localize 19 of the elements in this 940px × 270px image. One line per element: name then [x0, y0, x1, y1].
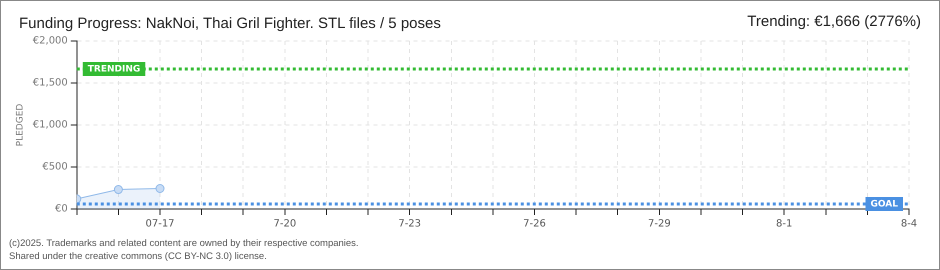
y-tick-label: €1,500	[32, 78, 68, 89]
ref-line-label: TRENDING	[88, 64, 140, 74]
text: Trending: €1,666 (2776%)	[747, 13, 921, 30]
x-tick-label: 7-20	[273, 218, 296, 230]
x-tick-label: 8-1	[776, 218, 792, 230]
chart-title: Funding Progress: NakNoi, Thai Gril Fighter. STL files / 5 poses	[19, 15, 441, 32]
x-tick-label: 7-29	[648, 218, 671, 230]
x-tick-label: 7-26	[523, 218, 546, 230]
x-tick-label: 07-17	[145, 218, 175, 230]
y-axis-title: PLEDGED	[16, 104, 26, 146]
ref-line-label: GOAL	[870, 199, 898, 210]
y-tick-label: €0	[55, 204, 68, 215]
x-tick-label: 7-23	[398, 218, 422, 230]
text: (c)2025. Trademarks and related content are owned by their respective companies.	[9, 238, 359, 249]
y-tick-label: €1,000	[32, 120, 68, 131]
text: Shared under the creative commons (CC BY-NC 3.0) license.	[9, 251, 267, 262]
y-tick-label: €2,000	[32, 36, 68, 47]
x-tick-label: 8-4	[900, 218, 918, 230]
y-tick-label: €500	[42, 162, 68, 173]
